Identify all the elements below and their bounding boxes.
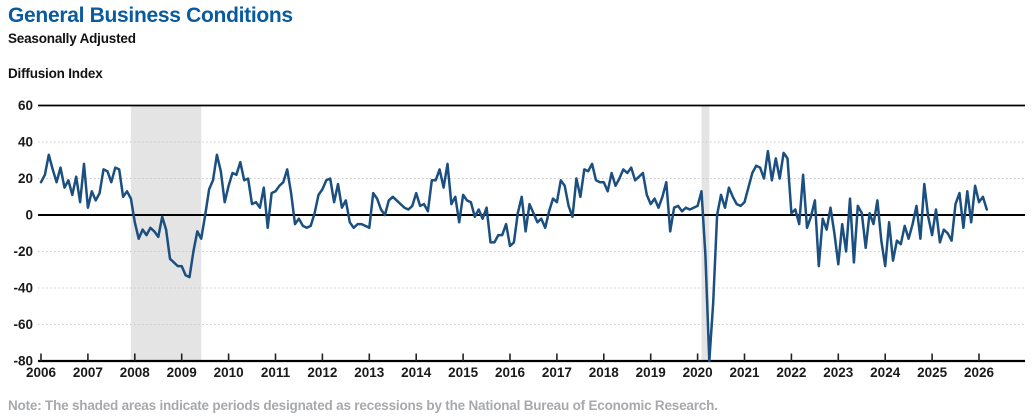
x-tick-label: 2010 xyxy=(214,365,244,380)
x-tick-label: 2021 xyxy=(729,365,760,380)
x-tick-label: 2011 xyxy=(261,365,291,380)
y-tick-label: -40 xyxy=(13,281,33,296)
x-tick-label: 2013 xyxy=(354,365,385,380)
x-tick-label: 2022 xyxy=(776,365,806,380)
x-tick-label: 2025 xyxy=(917,365,948,380)
y-tick-label: 20 xyxy=(18,171,33,186)
x-tick-label: 2017 xyxy=(542,365,572,380)
y-tick-label: -80 xyxy=(13,354,33,369)
page-title: General Business Conditions xyxy=(8,4,293,27)
x-tick-label: 2019 xyxy=(636,365,666,380)
x-tick-label: 2020 xyxy=(683,365,713,380)
x-tick-label: 2008 xyxy=(120,365,151,380)
x-tick-label: 2014 xyxy=(401,365,432,380)
x-tick-label: 2007 xyxy=(73,365,103,380)
x-tick-label: 2018 xyxy=(589,365,620,380)
y-tick-label: -60 xyxy=(13,317,33,332)
y-tick-label: 40 xyxy=(18,135,33,150)
diffusion-index-series xyxy=(39,149,989,363)
x-tick-label: 2026 xyxy=(964,365,995,380)
footnote: Note: The shaded areas indicate periods … xyxy=(8,398,718,413)
x-tick-label: 2024 xyxy=(870,365,901,380)
x-tick-label: 2016 xyxy=(495,365,526,380)
y-axis-title: Diffusion Index xyxy=(8,66,103,81)
y-tick-label: -20 xyxy=(13,244,33,259)
x-tick-label: 2009 xyxy=(167,365,197,380)
x-tick-label: 2023 xyxy=(823,365,854,380)
y-tick-label: 0 xyxy=(25,208,33,223)
recession-band xyxy=(701,105,710,361)
x-tick-label: 2015 xyxy=(448,365,479,380)
page-subtitle: Seasonally Adjusted xyxy=(8,31,136,46)
x-tick-label: 2006 xyxy=(26,365,57,380)
x-tick-label: 2012 xyxy=(307,365,337,380)
y-tick-label: 60 xyxy=(18,98,33,113)
